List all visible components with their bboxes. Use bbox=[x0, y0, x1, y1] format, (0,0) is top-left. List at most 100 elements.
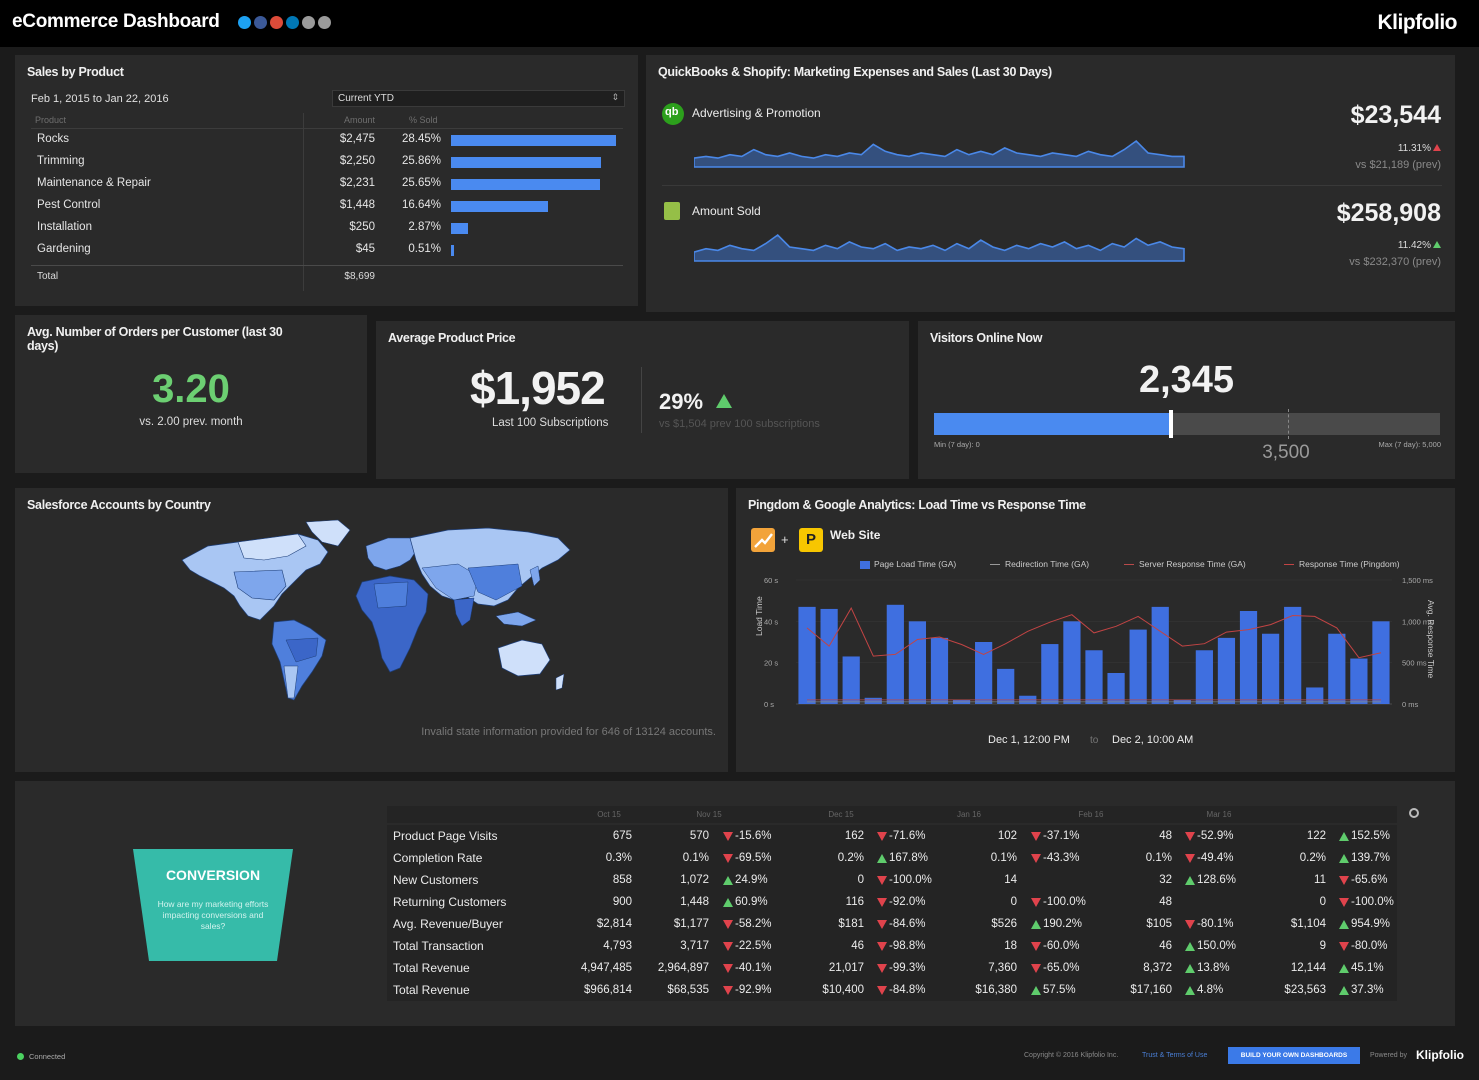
date-range: Feb 1, 2015 to Jan 22, 2016 bbox=[31, 93, 169, 105]
map-argentina[interactable] bbox=[283, 665, 299, 699]
map-usa[interactable] bbox=[233, 569, 287, 601]
load-time-bar[interactable] bbox=[1217, 637, 1236, 704]
metric-change: 57.5% bbox=[1043, 984, 1076, 996]
load-time-bar[interactable] bbox=[1261, 633, 1280, 704]
load-time-bar[interactable] bbox=[1107, 673, 1125, 704]
metric-change: 13.8% bbox=[1197, 962, 1230, 974]
build-dashboard-button[interactable]: BUILD YOUR OWN DASHBOARDS bbox=[1228, 1047, 1360, 1064]
load-time-bar[interactable] bbox=[908, 621, 927, 704]
load-time-bar[interactable] bbox=[820, 608, 838, 704]
map-new-zealand[interactable] bbox=[555, 673, 565, 691]
map-brazil[interactable] bbox=[285, 637, 319, 663]
visitors-gauge bbox=[934, 409, 1440, 439]
load-time-bar[interactable] bbox=[1085, 650, 1103, 704]
down-arrow-icon bbox=[723, 832, 733, 841]
google-analytics-icon bbox=[751, 528, 775, 552]
metric-change: 4.8% bbox=[1197, 984, 1224, 996]
metric-change: 139.7% bbox=[1351, 852, 1391, 864]
panel-title: Salesforce Accounts by Country bbox=[27, 498, 211, 512]
metric-change: -92.9% bbox=[735, 984, 772, 996]
map-china[interactable] bbox=[467, 563, 523, 601]
terms-link[interactable]: Trust & Terms of Use bbox=[1142, 1052, 1208, 1059]
up-arrow-icon bbox=[1185, 942, 1195, 951]
down-arrow-icon bbox=[877, 942, 887, 951]
metric-value: 0 bbox=[857, 874, 864, 886]
conversion-funnel bbox=[133, 849, 293, 961]
advertising-prev: vs $21,189 (prev) bbox=[1355, 159, 1441, 171]
footer-logo: Klipfolio bbox=[1416, 1048, 1464, 1062]
load-time-bar[interactable] bbox=[975, 642, 993, 704]
down-arrow-icon bbox=[877, 898, 887, 907]
load-time-bar[interactable] bbox=[1195, 650, 1213, 704]
map-europe[interactable] bbox=[365, 537, 419, 571]
metric-value: $1,104 bbox=[1290, 918, 1326, 930]
load-time-bar[interactable] bbox=[1284, 606, 1302, 704]
month-header: Nov 15 bbox=[696, 810, 722, 819]
metric-change: -52.9% bbox=[1197, 830, 1234, 842]
linkedin-icon[interactable] bbox=[286, 16, 299, 29]
map-greenland[interactable] bbox=[305, 519, 351, 547]
metric-value: $181 bbox=[838, 918, 864, 930]
load-time-bar[interactable] bbox=[997, 668, 1015, 704]
down-arrow-icon bbox=[723, 986, 733, 995]
plus-sign: + bbox=[781, 532, 789, 547]
metric-value: 122 bbox=[1306, 830, 1326, 842]
down-arrow-icon bbox=[1185, 832, 1195, 841]
share-bar bbox=[451, 135, 616, 146]
metric-value: 0.2% bbox=[837, 852, 864, 864]
load-time-bar[interactable] bbox=[1041, 644, 1059, 704]
load-time-bar[interactable] bbox=[1328, 633, 1346, 704]
amount-sold-label: Amount Sold bbox=[692, 204, 761, 218]
load-time-bar[interactable] bbox=[930, 637, 949, 704]
down-arrow-icon bbox=[1339, 942, 1349, 951]
map-africa[interactable] bbox=[355, 575, 429, 673]
metric-value: 3,717 bbox=[680, 940, 709, 952]
divider bbox=[641, 367, 642, 433]
sales-table: Product Amount % Sold Rocks $2,475 28.45% T… bbox=[31, 113, 623, 291]
map-australia[interactable] bbox=[497, 639, 551, 677]
metric-change: 24.9% bbox=[735, 874, 768, 886]
load-time-bar[interactable] bbox=[1372, 621, 1390, 704]
share-icon[interactable] bbox=[302, 16, 315, 29]
month-header: Jan 16 bbox=[956, 810, 982, 819]
map-canada[interactable] bbox=[237, 533, 307, 561]
map-north-africa[interactable] bbox=[373, 581, 409, 609]
metric-change: -84.6% bbox=[889, 918, 926, 930]
product-pct: 2.87% bbox=[408, 221, 441, 233]
map-india[interactable] bbox=[453, 597, 475, 627]
up-arrow-icon bbox=[723, 876, 733, 885]
map-japan[interactable] bbox=[529, 565, 541, 587]
facebook-icon[interactable] bbox=[254, 16, 267, 29]
powered-by: Powered by bbox=[1370, 1052, 1407, 1059]
load-time-chart: 60 s 1,500 ms 40 s 1,000 ms 20 s 500 ms 0 s 0 m… bbox=[764, 578, 1433, 709]
klipfolio-logo: Klipfolio bbox=[1377, 11, 1458, 34]
metric-change: 152.5% bbox=[1351, 830, 1391, 842]
map-indonesia[interactable] bbox=[495, 611, 537, 627]
load-time-bar[interactable] bbox=[864, 697, 882, 704]
product-amount: $45 bbox=[355, 243, 375, 255]
map-middle-asia[interactable] bbox=[421, 563, 479, 601]
load-time-bar[interactable] bbox=[798, 606, 816, 704]
product-amount: $2,250 bbox=[339, 155, 375, 167]
y-left-tick: 20 s bbox=[764, 659, 778, 668]
legend-swatch-pingdom-response bbox=[1284, 564, 1294, 565]
date-sep: to bbox=[1090, 735, 1099, 746]
gauge-min: Min (7 day): 0 bbox=[934, 440, 980, 449]
load-time-bar[interactable] bbox=[842, 656, 860, 704]
google-plus-icon[interactable] bbox=[270, 16, 283, 29]
load-time-bar[interactable] bbox=[1151, 606, 1169, 704]
load-time-bar[interactable] bbox=[1129, 629, 1147, 704]
load-time-bar[interactable] bbox=[1063, 621, 1081, 704]
load-time-bar[interactable] bbox=[1239, 611, 1258, 704]
panel-title: Sales by Product bbox=[27, 65, 124, 79]
metric-change: -92.0% bbox=[889, 896, 926, 908]
metric-change: -100.0% bbox=[1043, 896, 1086, 908]
email-icon[interactable] bbox=[318, 16, 331, 29]
period-select[interactable]: Current YTD ⇕ bbox=[332, 90, 625, 107]
twitter-icon[interactable] bbox=[238, 16, 251, 29]
settings-gear-icon[interactable] bbox=[1409, 808, 1419, 818]
legend-swatch-page-load bbox=[860, 561, 870, 569]
load-time-bar[interactable] bbox=[1350, 658, 1368, 704]
share-bar bbox=[451, 245, 454, 256]
metric-value: 858 bbox=[612, 874, 632, 886]
